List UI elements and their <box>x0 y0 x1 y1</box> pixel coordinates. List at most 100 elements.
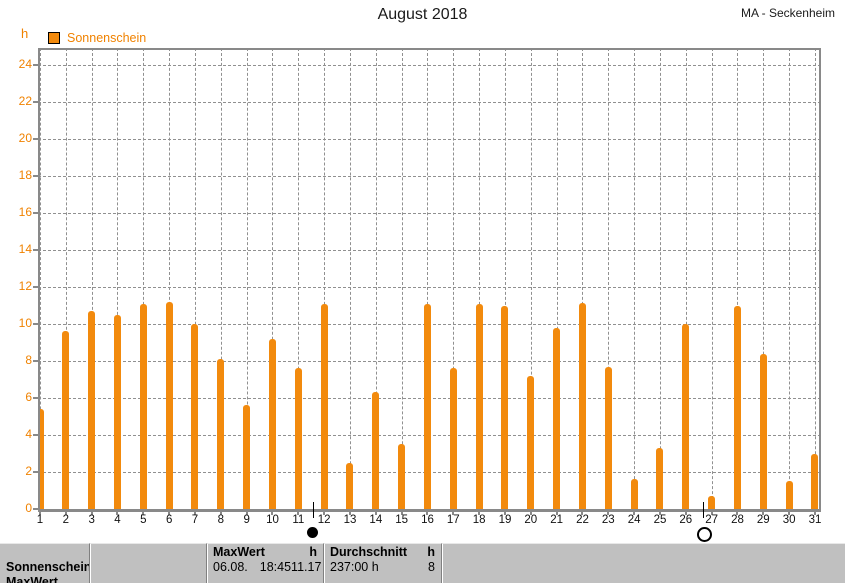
x-tick-label-17: 17 <box>446 514 460 526</box>
bar-day-10 <box>268 338 276 509</box>
plot-frame-right <box>819 48 821 509</box>
plot-area <box>38 48 821 509</box>
gridline-v-9 <box>246 48 248 509</box>
bar-day-6 <box>165 302 173 509</box>
x-tick-label-20: 20 <box>524 514 538 526</box>
maxwert-header: MaxWert <box>213 545 265 559</box>
y-tick-16 <box>33 212 38 214</box>
y-tick-20 <box>33 138 38 140</box>
x-tick-25 <box>658 511 661 515</box>
bar-day-15 <box>398 444 406 509</box>
gridline-v-22 <box>582 48 584 509</box>
bar-day-8 <box>217 359 225 509</box>
x-tick-3 <box>90 511 93 515</box>
gridline-h-18 <box>38 176 821 177</box>
bar-day-12 <box>320 303 328 509</box>
y-tick-8 <box>33 360 38 362</box>
table-cell-empty-2 <box>441 543 845 583</box>
y-tick-6 <box>33 397 38 399</box>
x-tick-20 <box>529 511 532 515</box>
gridline-v-2 <box>65 48 67 509</box>
y-tick-label-0: 0 <box>25 501 32 515</box>
y-tick-label-10: 10 <box>18 316 32 330</box>
x-tick-label-1: 1 <box>36 514 44 526</box>
bar-day-25 <box>656 447 664 509</box>
y-tick-2 <box>33 471 38 473</box>
gridline-h-16 <box>38 213 821 214</box>
gridline-v-25 <box>659 48 661 509</box>
gridline-v-23 <box>608 48 610 509</box>
bar-day-16 <box>423 303 431 509</box>
y-tick-label-14: 14 <box>18 242 32 256</box>
summary-table: Sonnenschein MaxWert MaxWert h 06.08. 18… <box>0 543 845 583</box>
x-tick-31 <box>813 511 816 515</box>
x-tick-label-27: 27 <box>705 514 719 526</box>
x-tick-label-12: 12 <box>317 514 331 526</box>
gridline-h-12 <box>38 287 821 288</box>
bar-day-29 <box>759 353 767 509</box>
gridline-v-18 <box>479 48 481 509</box>
bar-day-27 <box>708 496 716 509</box>
y-tick-label-18: 18 <box>18 168 32 182</box>
maxwert-unit: h <box>309 545 317 559</box>
x-tick-label-18: 18 <box>472 514 486 526</box>
x-tick-label-13: 13 <box>343 514 357 526</box>
x-tick-label-5: 5 <box>140 514 147 526</box>
full-moon-tick <box>703 502 705 518</box>
bar-day-23 <box>604 366 612 509</box>
gridline-v-30 <box>789 48 791 509</box>
x-tick-label-24: 24 <box>627 514 641 526</box>
x-tick-14 <box>374 511 377 515</box>
y-tick-label-2: 2 <box>25 464 32 478</box>
bar-day-5 <box>139 303 147 509</box>
x-tick-label-9: 9 <box>243 514 250 526</box>
y-tick-12 <box>33 286 38 288</box>
gridline-v-5 <box>143 48 145 509</box>
gridline-v-1 <box>40 48 41 509</box>
station-name: MA - Seckenheim <box>740 6 835 20</box>
bar-day-2 <box>62 331 70 509</box>
x-tick-17 <box>452 511 455 515</box>
x-tick-16 <box>426 511 429 515</box>
table-cell-series: Sonnenschein MaxWert <box>0 543 89 583</box>
x-tick-label-3: 3 <box>88 514 95 526</box>
y-tick-22 <box>33 101 38 103</box>
bar-day-20 <box>527 375 535 509</box>
x-tick-15 <box>400 511 403 515</box>
gridline-v-16 <box>427 48 429 509</box>
bar-day-14 <box>372 392 380 509</box>
bar-day-30 <box>785 481 793 509</box>
x-tick-30 <box>788 511 791 515</box>
x-tick-26 <box>684 511 687 515</box>
gridline-v-26 <box>685 48 687 509</box>
x-tick-label-21: 21 <box>550 514 564 526</box>
gridline-v-20 <box>530 48 532 509</box>
x-tick-24 <box>633 511 636 515</box>
gridline-v-7 <box>194 48 196 509</box>
x-tick-label-26: 26 <box>679 514 693 526</box>
page-title: August 2018 <box>377 6 468 23</box>
maxwert-date: 06.08. <box>213 560 248 574</box>
x-tick-label-10: 10 <box>266 514 279 526</box>
x-tick-28 <box>736 511 739 515</box>
plot-frame-left <box>38 48 40 509</box>
bar-day-24 <box>630 479 638 509</box>
x-tick-label-2: 2 <box>62 514 70 526</box>
x-tick-6 <box>168 511 171 515</box>
gridline-v-3 <box>91 48 93 509</box>
x-tick-label-28: 28 <box>731 514 744 526</box>
y-tick-label-22: 22 <box>18 94 32 108</box>
series-row3: MaxWert <box>6 575 58 583</box>
y-tick-4 <box>33 434 38 436</box>
x-tick-10 <box>271 511 274 515</box>
bar-day-11 <box>294 368 302 509</box>
x-tick-7 <box>193 511 196 515</box>
x-axis-line <box>38 509 821 512</box>
gridline-v-11 <box>298 48 300 509</box>
gridline-v-14 <box>375 48 377 509</box>
y-tick-label-20: 20 <box>18 131 32 145</box>
gridline-v-4 <box>117 48 119 509</box>
gridline-v-13 <box>349 48 351 509</box>
x-tick-13 <box>348 511 351 515</box>
bar-day-4 <box>113 314 121 509</box>
